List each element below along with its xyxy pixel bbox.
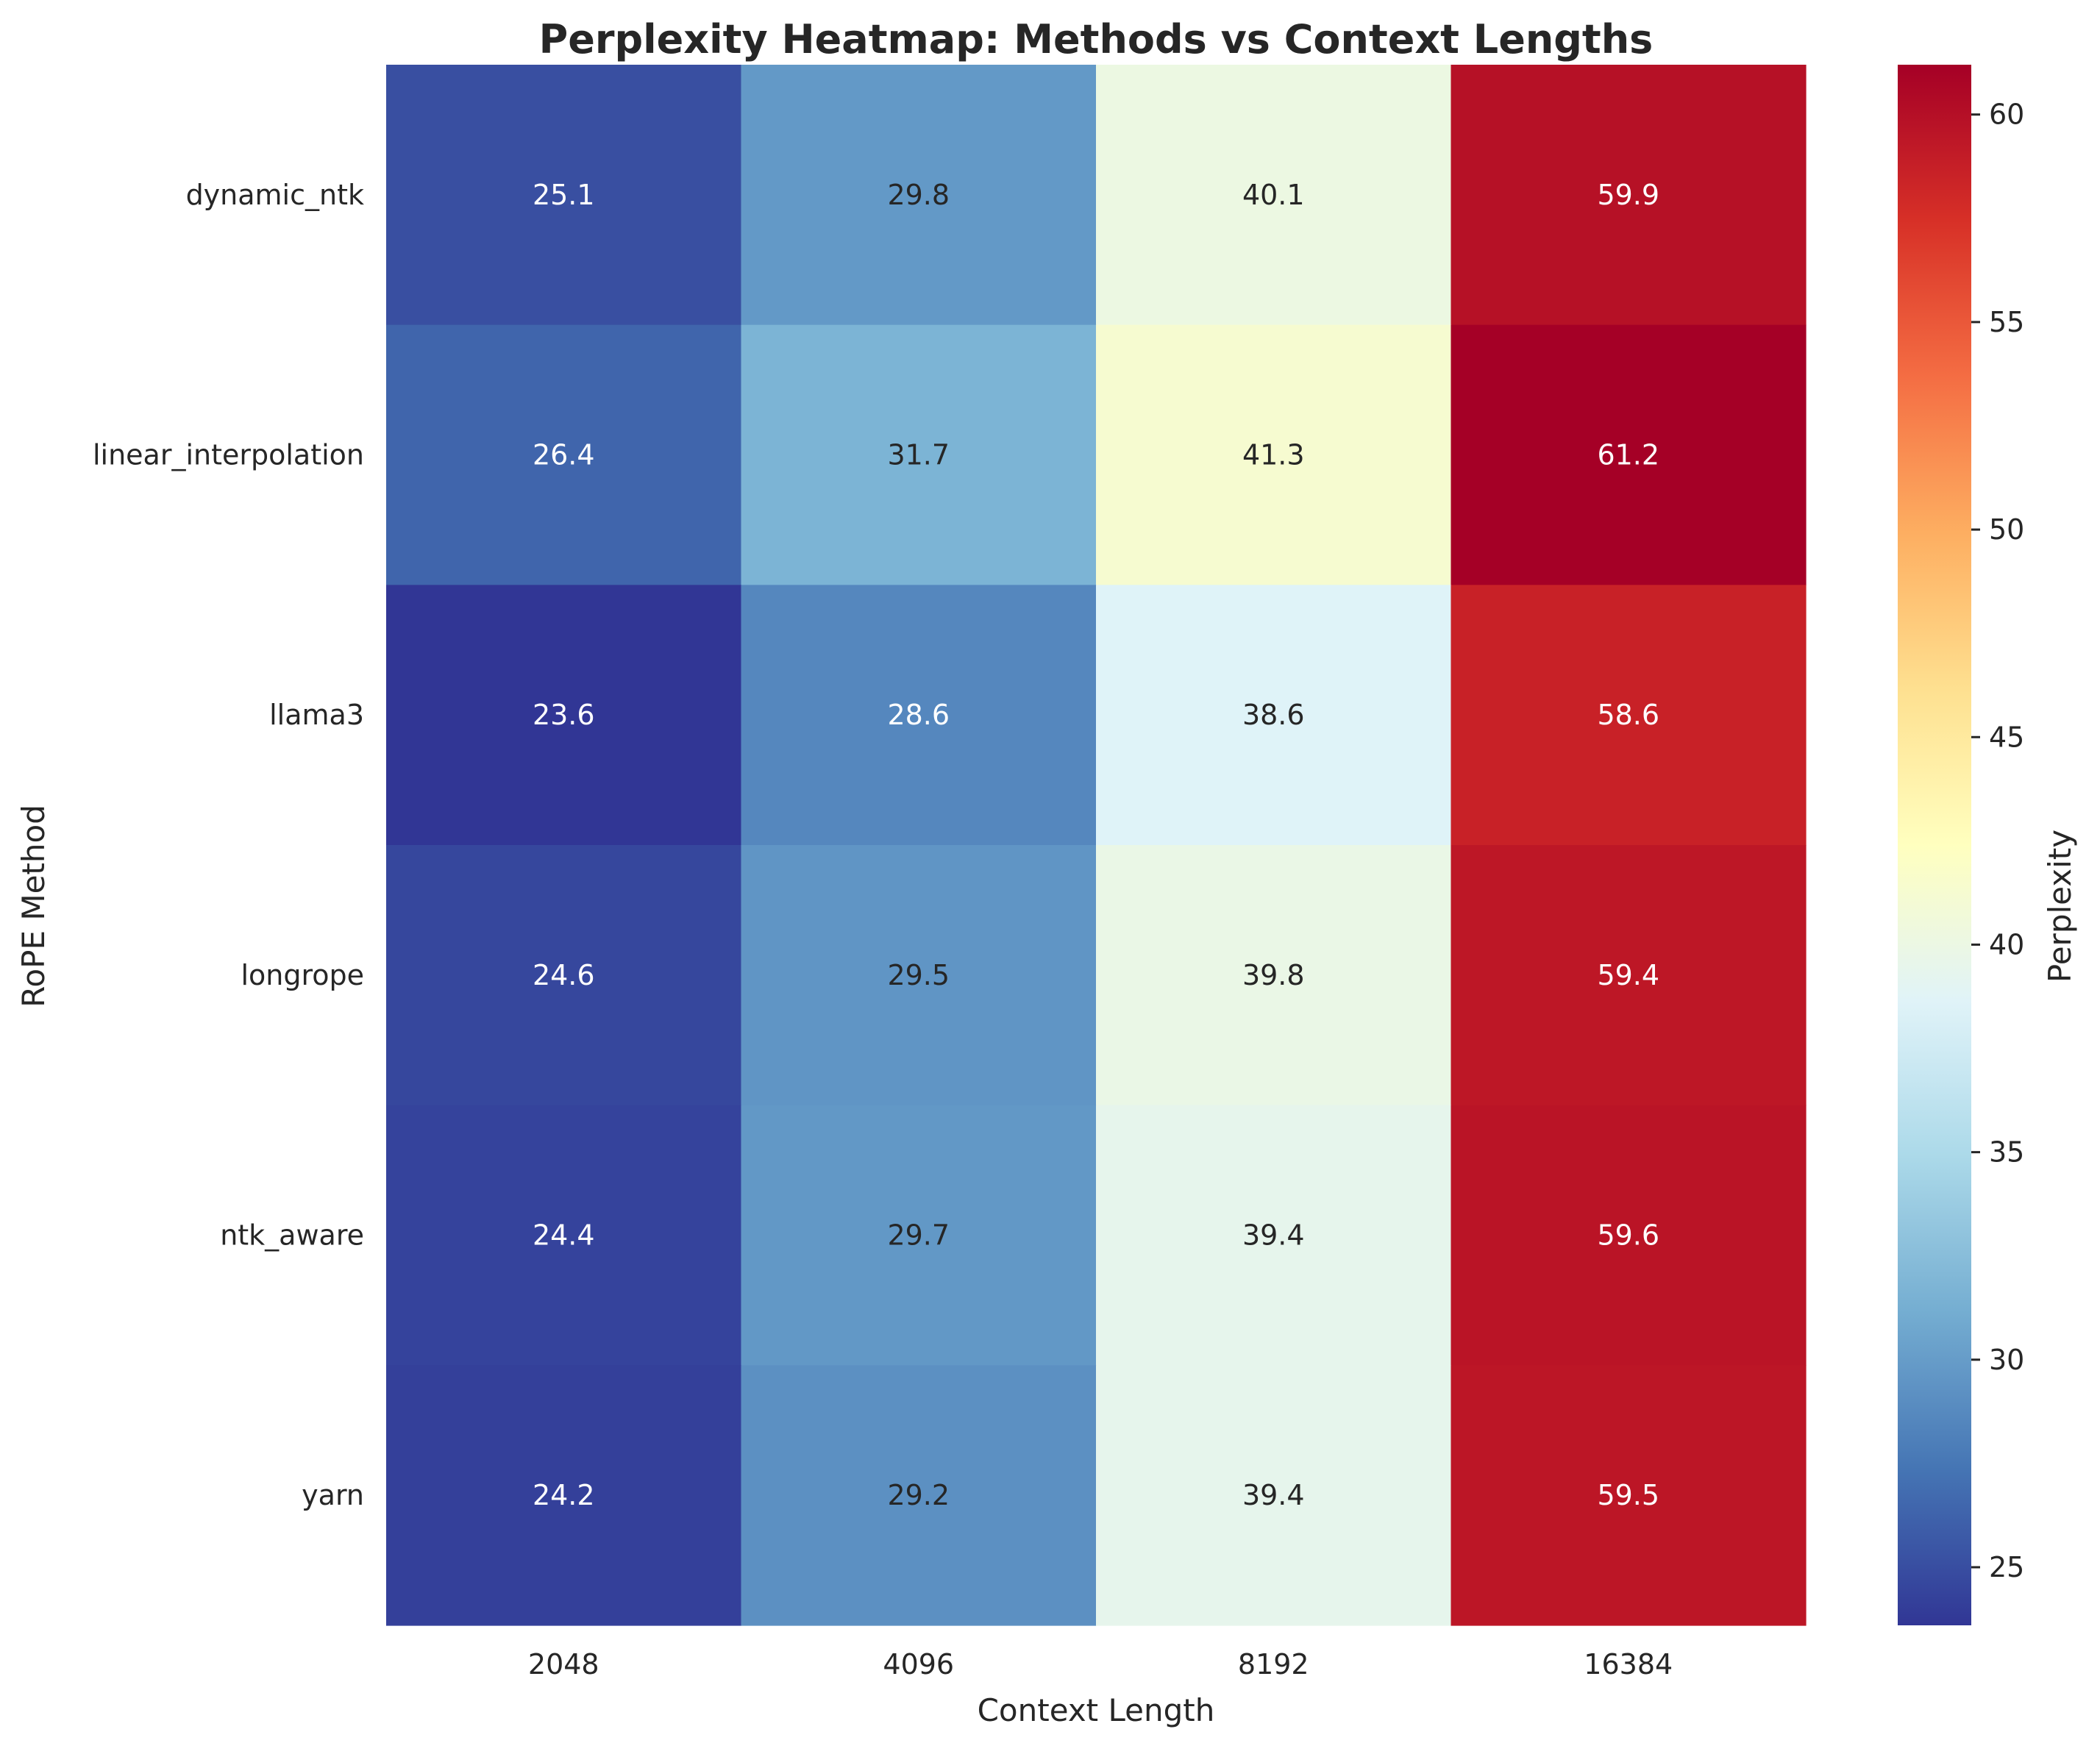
- heatmap-cell-value: 29.7: [887, 1219, 950, 1252]
- heatmap-cell: [386, 845, 742, 1106]
- x-tick-label: 8192: [1238, 1648, 1309, 1680]
- heatmap-cell-labels: 25.1 29.8 40.1 59.9 26.4 31.7 41.3 61.2 23.6 28.6…: [533, 179, 1659, 1511]
- heatmap-cell: [741, 1365, 1097, 1626]
- heatmap-cell: [386, 1105, 742, 1366]
- chart-title: Perplexity Heatmap: Methods vs Context L…: [539, 16, 1654, 63]
- heatmap-cell-value: 59.5: [1597, 1479, 1659, 1511]
- heatmap-cell-value: 59.6: [1597, 1219, 1659, 1252]
- colorbar-tick-label: 45: [1989, 721, 2024, 753]
- heatmap-cell-value: 58.6: [1597, 699, 1659, 731]
- heatmap-cell: [386, 324, 742, 585]
- colorbar-tick-label: 60: [1989, 99, 2024, 131]
- heatmap-cell: [1096, 65, 1452, 326]
- heatmap-cell: [1451, 1105, 1807, 1366]
- y-tick-label: longrope: [241, 959, 364, 991]
- heatmap-cell: [1096, 1105, 1452, 1366]
- heatmap-cell: [741, 324, 1097, 585]
- heatmap-cell: [1451, 585, 1807, 846]
- heatmap-cell-value: 25.1: [533, 179, 595, 211]
- heatmap-cell: [1096, 845, 1452, 1106]
- heatmap-cell: [741, 845, 1097, 1106]
- heatmap-cell-value: 26.4: [533, 439, 595, 471]
- heatmap-cell-value: 41.3: [1242, 439, 1305, 471]
- colorbar-tick-label: 35: [1989, 1136, 2024, 1169]
- y-tick-label: ntk_aware: [220, 1219, 364, 1252]
- heatmap-cell: [741, 585, 1097, 846]
- heatmap-cell: [1451, 1365, 1807, 1626]
- heatmap-cell: [1451, 65, 1807, 326]
- heatmap-cells: [386, 65, 1807, 1626]
- heatmap-cell-value: 24.2: [533, 1479, 595, 1511]
- heatmap-cell-value: 29.5: [887, 959, 950, 991]
- colorbar: [1898, 65, 1971, 1625]
- colorbar-tick-label: 55: [1989, 306, 2024, 338]
- heatmap-cell-value: 38.6: [1242, 699, 1305, 731]
- heatmap-cell-value: 40.1: [1242, 179, 1305, 211]
- y-axis-label: RoPE Method: [15, 805, 51, 1008]
- x-tick-label: 16384: [1584, 1648, 1673, 1680]
- heatmap-cell: [1096, 324, 1452, 585]
- heatmap-cell: [741, 1105, 1097, 1366]
- colorbar-tick-label: 30: [1989, 1344, 2024, 1376]
- heatmap-cell-value: 59.9: [1597, 179, 1659, 211]
- heatmap-cell-value: 31.7: [887, 439, 950, 471]
- heatmap-cell-value: 29.2: [887, 1479, 950, 1511]
- heatmap-cell-value: 28.6: [887, 699, 950, 731]
- y-tick-label: llama3: [269, 699, 364, 731]
- heatmap-cell-value: 23.6: [533, 699, 595, 731]
- heatmap-cell: [1451, 324, 1807, 585]
- y-tick-label: yarn: [302, 1479, 364, 1511]
- colorbar-tick-label: 40: [1989, 928, 2024, 960]
- heatmap-cell-value: 59.4: [1597, 959, 1659, 991]
- heatmap-cell: [1096, 1365, 1452, 1626]
- heatmap-cell-value: 24.4: [533, 1219, 595, 1252]
- y-axis-ticks: dynamic_ntk linear_interpolation llama3 lon…: [93, 179, 364, 1511]
- heatmap-cell: [741, 65, 1097, 326]
- x-axis-label: Context Length: [978, 1692, 1215, 1728]
- heatmap-cell: [386, 1365, 742, 1626]
- x-axis-ticks: 2048 4096 8192 16384: [528, 1648, 1673, 1680]
- heatmap-cell: [386, 585, 742, 846]
- x-tick-label: 2048: [528, 1648, 599, 1680]
- heatmap-cell-value: 61.2: [1597, 439, 1659, 471]
- y-tick-label: dynamic_ntk: [186, 179, 364, 211]
- heatmap-cell: [1451, 845, 1807, 1106]
- heatmap-cell-value: 39.8: [1242, 959, 1305, 991]
- heatmap-cell-value: 39.4: [1242, 1219, 1305, 1252]
- colorbar-tick-label: 25: [1989, 1551, 2024, 1583]
- heatmap-cell: [386, 65, 742, 326]
- y-tick-label: linear_interpolation: [93, 439, 364, 471]
- x-tick-label: 4096: [883, 1648, 954, 1680]
- colorbar-ticks: 25 30 35 40 45 50 55 60: [1971, 99, 2024, 1583]
- heatmap-cell: [1096, 585, 1452, 846]
- heatmap-cell-value: 29.8: [887, 179, 950, 211]
- heatmap-cell-value: 39.4: [1242, 1479, 1305, 1511]
- colorbar-label: Perplexity: [2042, 830, 2078, 983]
- colorbar-tick-label: 50: [1989, 513, 2024, 546]
- heatmap-cell-value: 24.6: [533, 959, 595, 991]
